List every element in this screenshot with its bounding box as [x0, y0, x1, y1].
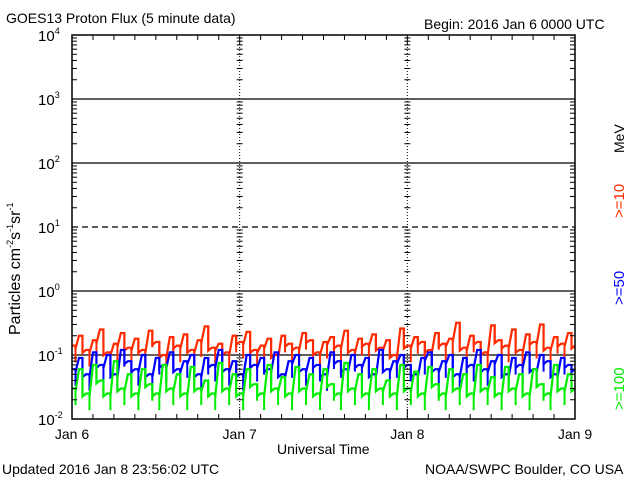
- y-tick-labels: 104 103 102 101 100 10-1 10-2: [38, 26, 63, 429]
- x-tick-label: Jan 8: [390, 426, 424, 442]
- x-tick-label: Jan 6: [55, 426, 89, 442]
- grid-lines: [72, 35, 575, 419]
- y-tick-label: 101: [38, 218, 60, 237]
- series-line-ge10: [72, 321, 576, 361]
- chart-title: GOES13 Proton Flux (5 minute data): [6, 10, 236, 26]
- begin-label: Begin: 2016 Jan 6 0000 UTC: [424, 16, 605, 32]
- x-axis-label: Universal Time: [277, 441, 370, 457]
- y-tick-label: 104: [38, 26, 60, 45]
- x-tick-label: Jan 9: [558, 426, 592, 442]
- legend-unit-mev: MeV: [611, 124, 627, 153]
- y-tick-label: 10-1: [38, 346, 63, 365]
- axis-ticks: [72, 35, 575, 419]
- legend-ge50: >=50: [611, 271, 628, 305]
- y-tick-label: 100: [38, 282, 60, 301]
- series-line-ge100: [72, 360, 576, 399]
- source-credit: NOAA/SWPC Boulder, CO USA: [425, 461, 624, 477]
- y-tick-label: 102: [38, 154, 60, 173]
- series-group: [72, 321, 576, 411]
- legend-ge100: >=100: [611, 367, 628, 410]
- y-tick-label: 10-2: [38, 410, 63, 429]
- x-tick-labels: Jan 6 Jan 7 Jan 8 Jan 9: [55, 426, 592, 442]
- updated-timestamp: Updated 2016 Jan 8 23:56:02 UTC: [2, 461, 219, 477]
- y-axis-label: Particles cm-2s-1sr-1: [5, 203, 24, 336]
- legend-ge10: >=10: [611, 184, 628, 218]
- x-tick-label: Jan 7: [223, 426, 257, 442]
- y-tick-label: 103: [38, 90, 60, 109]
